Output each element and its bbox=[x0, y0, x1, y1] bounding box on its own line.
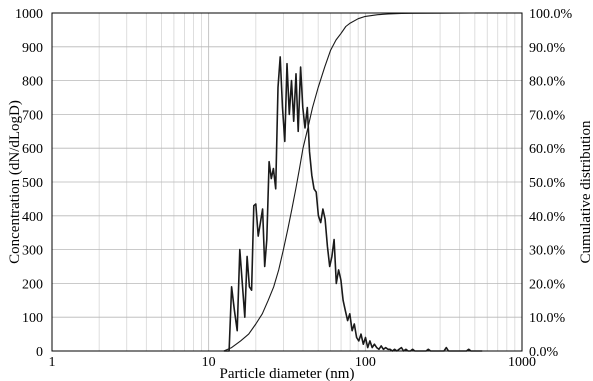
y2-tick-label: 80.0% bbox=[529, 75, 566, 90]
x-axis-title: Particle diameter (nm) bbox=[220, 366, 355, 381]
y2-tick-label: 0.0% bbox=[529, 345, 559, 360]
y2-tick-label: 70.0% bbox=[529, 108, 566, 123]
y-tick-label: 100 bbox=[22, 311, 43, 326]
y-tick-label: 1000 bbox=[15, 7, 43, 22]
y-tick-label: 500 bbox=[22, 176, 43, 191]
y-tick-label: 200 bbox=[22, 277, 43, 292]
y2-tick-label: 100.0% bbox=[529, 7, 573, 22]
y2-tick-label: 40.0% bbox=[529, 210, 566, 225]
y2-axis-title: Cumulative distribution bbox=[578, 120, 593, 263]
x-tick-label: 1 bbox=[49, 355, 56, 370]
y2-tick-label: 50.0% bbox=[529, 176, 566, 191]
x-tick-label: 1000 bbox=[508, 355, 536, 370]
tick-labels: 010020030040050060070080090010000.0%10.0… bbox=[15, 7, 573, 370]
concentration-line bbox=[223, 56, 483, 352]
y2-tick-label: 30.0% bbox=[529, 244, 566, 259]
y-tick-label: 400 bbox=[22, 210, 43, 225]
y2-tick-label: 10.0% bbox=[529, 311, 566, 326]
plot-frame bbox=[51, 12, 523, 352]
grid bbox=[52, 13, 522, 351]
y-tick-label: 300 bbox=[22, 244, 43, 259]
y2-tick-label: 20.0% bbox=[529, 277, 566, 292]
y-tick-label: 900 bbox=[22, 41, 43, 56]
y-tick-label: 800 bbox=[22, 75, 43, 90]
y-tick-label: 700 bbox=[22, 108, 43, 123]
cumulative-distribution-line bbox=[223, 12, 475, 352]
y-axis-title: Concentration (dN/dLogD) bbox=[7, 100, 23, 264]
x-tick-label: 100 bbox=[355, 355, 376, 370]
y2-tick-label: 60.0% bbox=[529, 142, 566, 157]
series-layer bbox=[223, 12, 483, 352]
y-tick-label: 0 bbox=[36, 345, 43, 360]
y-tick-label: 600 bbox=[22, 142, 43, 157]
x-tick-label: 10 bbox=[202, 355, 216, 370]
y2-tick-label: 90.0% bbox=[529, 41, 566, 56]
